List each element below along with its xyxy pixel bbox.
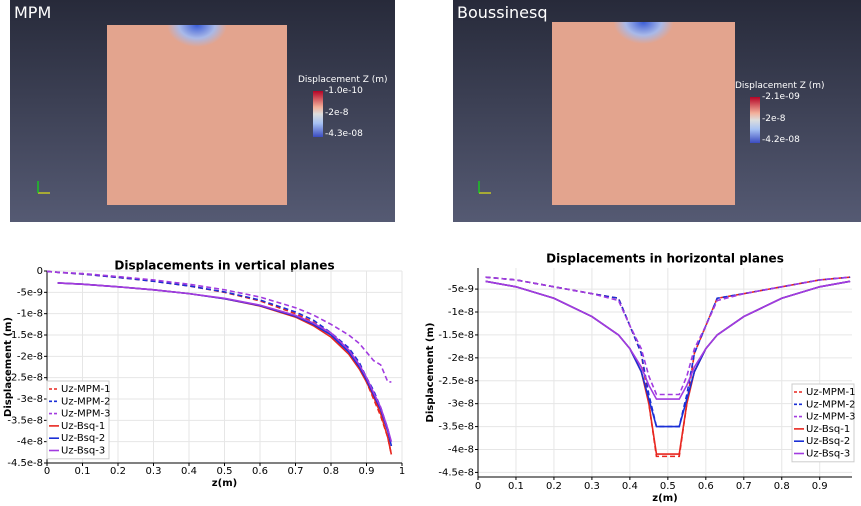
legend-label: Uz-MPM-1 xyxy=(61,384,110,395)
panel-title: Boussinesq xyxy=(457,3,548,22)
x-tick-label: 0.4 xyxy=(622,481,638,492)
legend-label: Uz-Bsq-1 xyxy=(61,421,105,432)
y-tick-label: -2e-8 xyxy=(448,353,474,364)
x-tick-label: 0.7 xyxy=(288,466,304,477)
colorbar-label: -2e-8 xyxy=(325,108,349,118)
legend-label: Uz-Bsq-2 xyxy=(806,436,850,447)
orientation-axes xyxy=(478,181,491,194)
domain-render xyxy=(552,22,735,205)
y-axis-label: Displacement (m) xyxy=(425,323,436,423)
x-tick-label: 0.5 xyxy=(660,481,676,492)
colorbar-label: -2.1e-09 xyxy=(762,92,800,102)
panel-title: MPM xyxy=(14,3,52,22)
y-tick-label: -5e-9 xyxy=(17,287,43,298)
legend-box xyxy=(791,383,855,463)
colorbar-label: -1.0e-10 xyxy=(325,86,363,96)
y-tick-label: 0 xyxy=(37,266,43,277)
legend-label: Uz-Bsq-3 xyxy=(61,446,105,457)
render-panel: Boussinesq Displacement Z (m) -2.1e-09 -… xyxy=(453,0,861,222)
x-tick-label: 0.4 xyxy=(181,466,197,477)
x-tick-label: 0.8 xyxy=(774,481,790,492)
x-tick-label: 0.2 xyxy=(110,466,126,477)
colorbar-label: -2e-8 xyxy=(762,114,786,124)
data-line xyxy=(485,280,851,400)
x-tick-label: 0.5 xyxy=(217,466,233,477)
x-tick-label: 0.3 xyxy=(584,481,600,492)
y-tick-label: -1e-8 xyxy=(448,307,474,318)
legend-label: Uz-Bsq-3 xyxy=(806,449,850,460)
legend-label: Uz-MPM-2 xyxy=(61,396,110,407)
y-tick-label: -4.5e-8 xyxy=(7,458,43,469)
x-tick-label: 0.2 xyxy=(546,481,562,492)
x-tick-label: 0.6 xyxy=(698,481,714,492)
x-tick-label: 0.9 xyxy=(359,466,375,477)
legend-label: Uz-Bsq-2 xyxy=(61,433,105,444)
y-tick-label: -4.5e-8 xyxy=(438,467,474,478)
x-tick-label: 0.9 xyxy=(812,481,828,492)
y-tick-label: -3e-8 xyxy=(17,394,43,405)
render-panel: MPM Displacement Z (m) -1.0e-10 -2e-8 -4… xyxy=(10,0,395,222)
y-tick-label: -3e-8 xyxy=(448,399,474,410)
x-tick-label: 0 xyxy=(44,466,50,477)
legend-label: Uz-MPM-3 xyxy=(61,409,110,420)
y-tick-label: -2.5e-8 xyxy=(438,376,474,387)
chart-title: Displacements in vertical planes xyxy=(114,259,334,273)
colorbar-title: Displacement Z (m) xyxy=(735,81,825,91)
colorbar xyxy=(750,97,760,143)
y-tick-label: -1.5e-8 xyxy=(438,330,474,341)
x-tick-label: 0.1 xyxy=(75,466,91,477)
y-tick-label: -2e-8 xyxy=(17,351,43,362)
y-tick-label: -1e-8 xyxy=(17,309,43,320)
x-tick-label: 0.3 xyxy=(146,466,162,477)
x-tick-label: 1 xyxy=(399,466,405,477)
chart-title: Displacements in horizontal planes xyxy=(546,252,784,266)
legend-label: Uz-Bsq-1 xyxy=(806,424,850,435)
colorbar xyxy=(313,91,323,137)
orientation-axes xyxy=(37,181,50,194)
legend-box xyxy=(46,380,110,460)
colorbar-title: Displacement Z (m) xyxy=(298,75,388,85)
data-line xyxy=(46,270,392,383)
x-axis-label: z(m) xyxy=(212,478,237,489)
data-line xyxy=(485,276,851,396)
y-tick-label: -3.5e-8 xyxy=(438,422,474,433)
x-tick-label: 0.1 xyxy=(508,481,524,492)
legend-label: Uz-MPM-1 xyxy=(806,387,855,398)
data-line xyxy=(57,282,393,442)
y-tick-label: -4e-8 xyxy=(448,445,474,456)
x-tick-label: 0.7 xyxy=(736,481,752,492)
y-tick-label: -5e-9 xyxy=(448,284,474,295)
y-axis-label: Displacement (m) xyxy=(3,317,14,417)
x-tick-label: 0.6 xyxy=(252,466,268,477)
legend-label: Uz-MPM-2 xyxy=(806,399,855,410)
x-tick-label: 0.8 xyxy=(323,466,339,477)
y-tick-label: -2.5e-8 xyxy=(7,373,43,384)
x-tick-label: 0 xyxy=(475,481,481,492)
domain-render xyxy=(107,25,287,205)
colorbar-label: -4.2e-08 xyxy=(762,135,800,145)
y-tick-label: -4e-8 xyxy=(17,437,43,448)
x-axis-label: z(m) xyxy=(652,493,677,504)
y-tick-label: -3.5e-8 xyxy=(7,415,43,426)
y-tick-label: -1.5e-8 xyxy=(7,330,43,341)
legend-label: Uz-MPM-3 xyxy=(806,412,855,423)
colorbar-label: -4.3e-08 xyxy=(325,129,363,139)
